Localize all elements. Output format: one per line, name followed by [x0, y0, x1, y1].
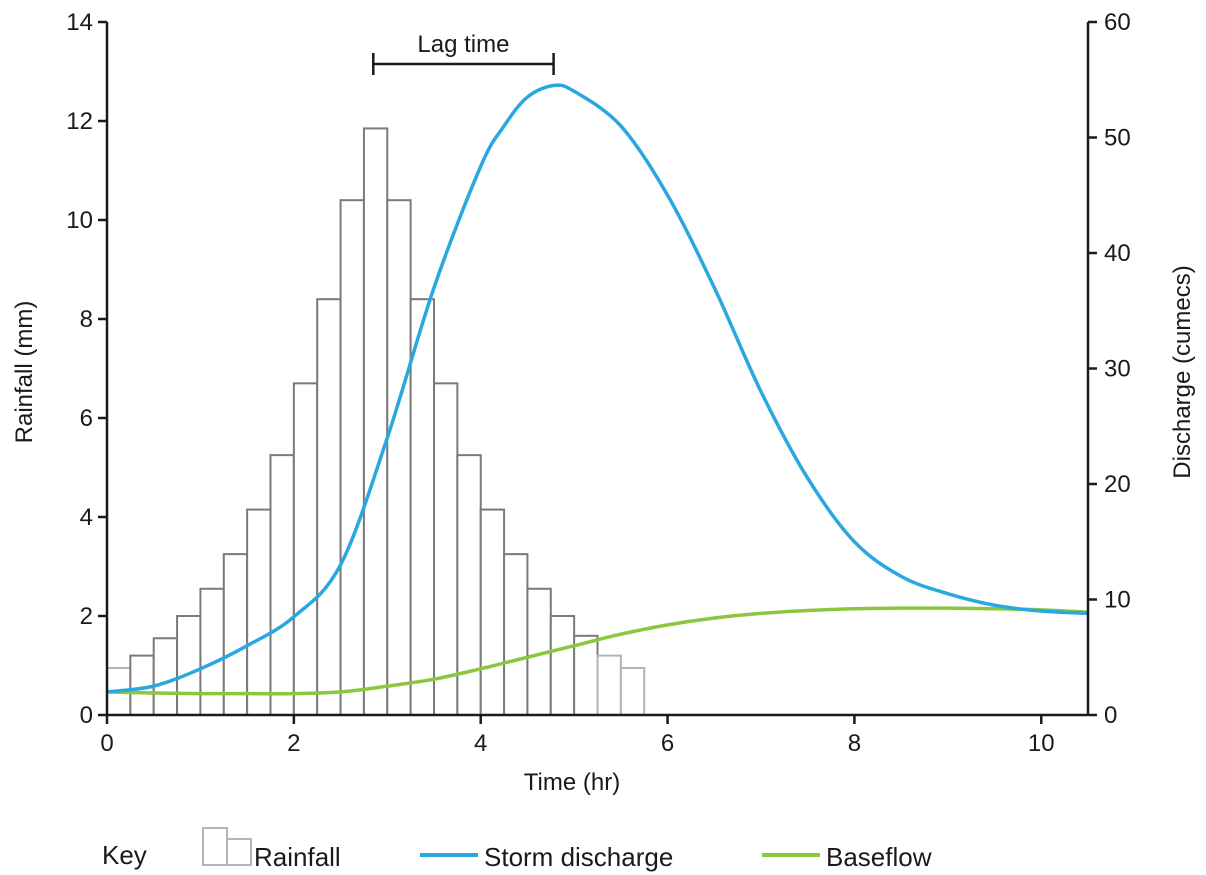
lag-time-annotation: Lag time — [372, 31, 555, 75]
legend-baseflow-label: Baseflow — [826, 842, 932, 872]
rainfall-bar — [222, 553, 249, 716]
axes: 0 2 4 6 8 10 12 14 0 10 20 30 40 50 60 0 2 4 6 8 10 — [66, 9, 1130, 757]
right-y-tick-label: 40 — [1104, 240, 1131, 267]
left-y-tick-label: 8 — [80, 306, 93, 333]
left-y-tick-label: 14 — [66, 9, 93, 36]
left-y-tick-label: 0 — [80, 702, 93, 729]
rainfall-bar — [409, 298, 435, 716]
legend: Key Rainfall Storm discharge Baseflow — [102, 827, 932, 872]
rainfall-bars — [106, 127, 646, 717]
right-y-tick-label: 0 — [1104, 702, 1117, 729]
right-y-tick-label: 60 — [1104, 9, 1131, 36]
legend-rainfall-swatch-back — [202, 827, 228, 866]
rainfall-bar — [503, 553, 529, 716]
rainfall-bar — [386, 199, 412, 716]
legend-rainfall-label: Rainfall — [254, 842, 341, 872]
rainfall-bar — [479, 508, 506, 717]
right-y-tick-label: 30 — [1104, 356, 1131, 383]
rainfall-bar — [292, 382, 319, 716]
x-tick-label: 10 — [1028, 730, 1055, 757]
x-axis-title: Time (hr) — [524, 769, 620, 796]
storm-discharge-line — [106, 83, 1089, 694]
discharge-lines — [106, 83, 1089, 696]
rainfall-bar — [619, 666, 646, 716]
left-y-axis-title: Rainfall (mm) — [11, 301, 38, 444]
x-tick-label: 8 — [848, 730, 861, 757]
rainfall-bar — [152, 637, 179, 717]
baseflow-line — [106, 606, 1089, 696]
x-tick-label: 6 — [661, 730, 674, 757]
left-y-tick-label: 10 — [66, 207, 93, 234]
rainfall-bar — [176, 615, 202, 716]
x-tick-label: 4 — [474, 730, 487, 757]
x-tick-label: 0 — [100, 730, 113, 757]
right-y-tick-label: 20 — [1104, 471, 1131, 498]
rainfall-bar — [362, 127, 389, 717]
rainfall-bar — [433, 382, 459, 716]
rainfall-bar — [456, 454, 482, 716]
rainfall-bar — [199, 587, 225, 717]
x-tick-label: 2 — [287, 730, 300, 757]
left-y-tick-label: 6 — [80, 405, 93, 432]
rainfall-bar — [549, 615, 576, 716]
rainfall-bar — [269, 454, 295, 716]
left-y-tick-label: 4 — [80, 504, 93, 531]
rainfall-bar — [316, 298, 342, 716]
left-y-tick-label: 12 — [66, 108, 93, 135]
rainfall-bar — [246, 508, 272, 717]
legend-title: Key — [102, 840, 147, 870]
left-y-tick-label: 2 — [80, 603, 93, 630]
lag-time-label: Lag time — [417, 31, 509, 58]
rainfall-bar — [596, 654, 622, 716]
legend-storm-discharge-label: Storm discharge — [484, 842, 673, 872]
rainfall-bar — [573, 634, 599, 716]
right-y-tick-label: 10 — [1104, 587, 1131, 614]
legend-rainfall-swatch-front — [226, 838, 252, 866]
rainfall-bar — [339, 199, 365, 716]
right-y-axis-title: Discharge (cumecs) — [1169, 265, 1196, 478]
right-y-tick-label: 50 — [1104, 125, 1131, 152]
